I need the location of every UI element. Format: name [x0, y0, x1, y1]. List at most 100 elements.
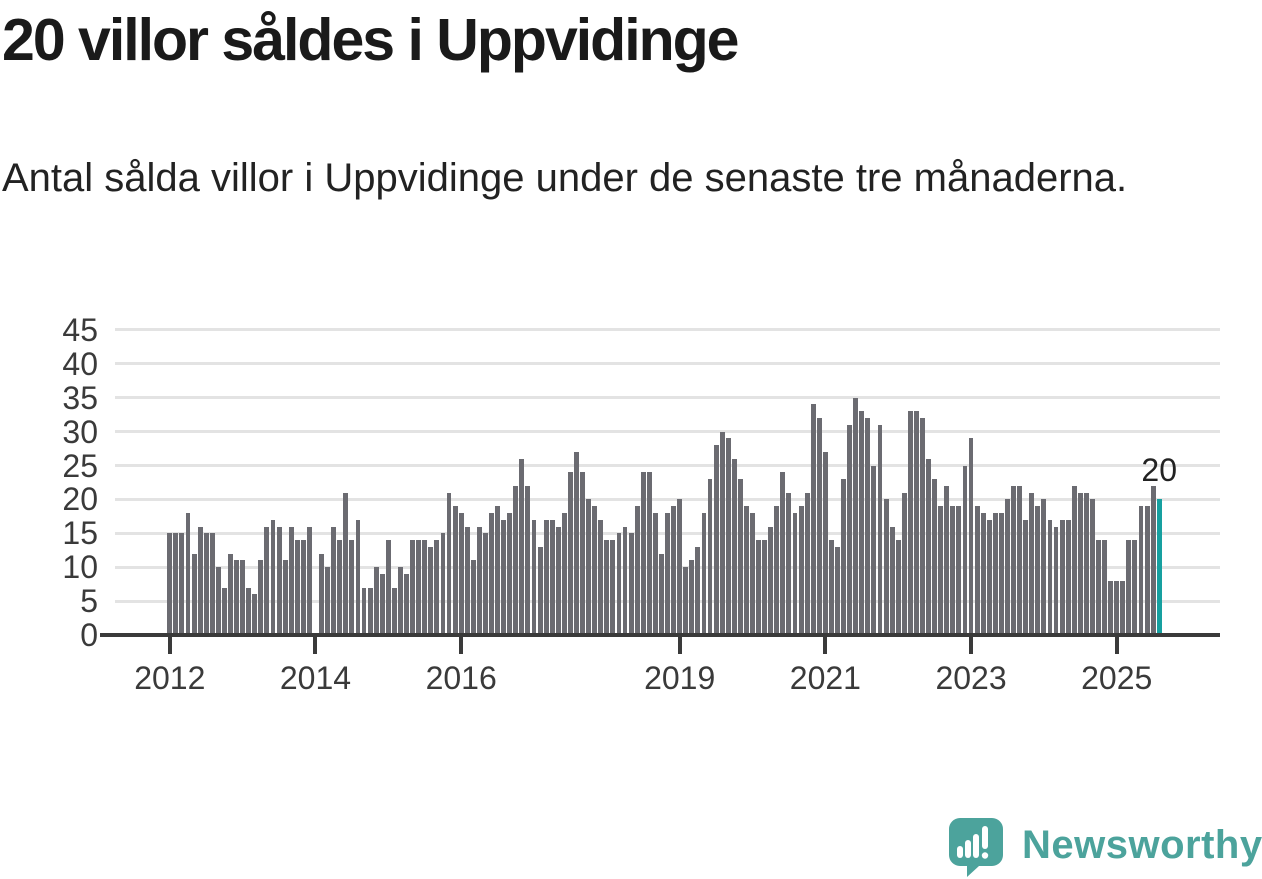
bar — [1023, 519, 1029, 635]
bar — [586, 499, 592, 635]
bar — [1138, 506, 1144, 635]
grid-line — [115, 396, 1220, 400]
bar — [209, 533, 215, 635]
x-tick-mark — [167, 637, 172, 654]
y-axis-tick-label: 30 — [62, 413, 98, 450]
bar — [549, 519, 555, 635]
bar — [1065, 519, 1071, 635]
bar — [398, 567, 403, 635]
x-tick-mark — [1114, 637, 1119, 654]
y-axis-tick-label: 25 — [62, 447, 98, 484]
x-tick-mark — [459, 637, 464, 654]
x-axis-tick-label: 2021 — [789, 660, 861, 696]
bar — [713, 445, 719, 635]
bar — [652, 512, 658, 635]
bar — [877, 424, 883, 635]
bar — [756, 540, 762, 635]
bar — [701, 512, 707, 635]
bar — [531, 519, 537, 635]
bar — [762, 540, 768, 635]
bar — [980, 512, 986, 635]
bar — [871, 465, 877, 635]
bar — [513, 485, 519, 635]
bar — [901, 492, 907, 635]
bar — [841, 479, 846, 635]
bar — [1089, 499, 1095, 635]
bar — [1053, 526, 1059, 635]
bar — [270, 519, 276, 635]
y-axis-tick-label: 15 — [62, 515, 98, 552]
bar — [810, 404, 816, 635]
bar — [737, 479, 743, 635]
brand-logo: Newsworthy — [948, 815, 1262, 877]
bar — [992, 512, 998, 635]
bar — [428, 546, 434, 635]
bar — [865, 418, 871, 635]
bar — [1132, 540, 1138, 635]
bar — [519, 458, 525, 635]
bar — [847, 424, 853, 635]
bar — [604, 540, 610, 635]
bar — [319, 553, 324, 635]
bar — [495, 506, 501, 635]
bar — [1096, 540, 1101, 635]
bar — [391, 587, 397, 635]
bar — [768, 526, 774, 635]
bar — [640, 472, 646, 635]
bar — [221, 587, 227, 635]
bar — [440, 533, 446, 635]
bar — [282, 560, 288, 635]
highlighted-bar — [1156, 499, 1162, 635]
bar — [659, 553, 664, 635]
bar — [385, 540, 391, 635]
bar — [677, 499, 683, 635]
bar — [355, 519, 361, 635]
y-axis-tick-label: 10 — [62, 549, 98, 586]
x-axis-line — [100, 633, 1220, 637]
bar — [258, 560, 264, 635]
bar — [452, 506, 458, 635]
bar — [288, 526, 294, 635]
bar — [707, 479, 713, 635]
bar — [695, 546, 701, 635]
bar — [197, 526, 203, 635]
x-axis-tick-label: 2023 — [935, 660, 1007, 696]
bar — [986, 519, 992, 635]
x-axis-tick-label: 2025 — [1081, 660, 1153, 696]
bar — [622, 526, 628, 635]
y-axis-tick-label: 5 — [80, 583, 98, 620]
bar — [889, 526, 895, 635]
bar — [537, 546, 543, 635]
bar — [628, 533, 634, 635]
bar — [883, 499, 889, 635]
bar — [215, 567, 221, 635]
bar — [234, 560, 239, 635]
bar — [416, 540, 422, 635]
grid-line — [115, 362, 1220, 366]
bar — [252, 594, 258, 635]
grid-line — [115, 497, 1220, 501]
bar — [404, 573, 409, 635]
bar — [1120, 580, 1126, 635]
bar — [331, 526, 337, 635]
x-axis-tick-label: 2016 — [425, 660, 497, 696]
newsworthy-speech-bubble-chart-icon — [948, 817, 1004, 879]
bar — [306, 526, 312, 635]
bar — [895, 540, 901, 635]
bar — [780, 472, 786, 635]
bar — [482, 533, 488, 635]
bar — [938, 506, 944, 635]
bar — [1102, 540, 1108, 635]
bar — [228, 553, 233, 635]
bar — [974, 506, 980, 635]
bar — [379, 573, 385, 635]
bar — [822, 451, 828, 635]
bar — [774, 506, 780, 635]
bar — [671, 506, 677, 635]
x-axis-tick-label: 2012 — [134, 660, 206, 696]
bar — [665, 512, 670, 635]
bar — [1114, 580, 1120, 635]
bar — [1011, 485, 1016, 635]
bar — [913, 411, 919, 635]
